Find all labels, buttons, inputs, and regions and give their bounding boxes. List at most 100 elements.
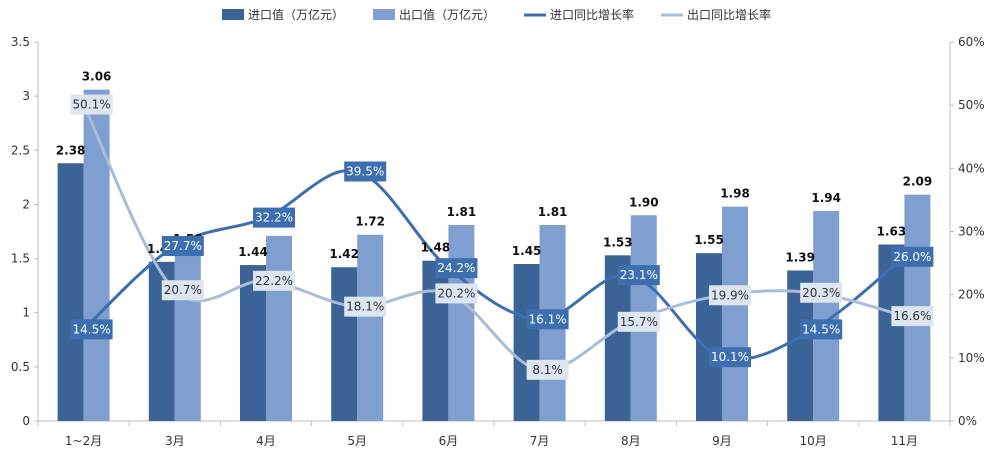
label-box — [800, 319, 843, 340]
bar-value-label: 1.63 — [877, 224, 907, 238]
bar-value-label: 1.48 — [421, 241, 451, 255]
import-growth-label: 10.1% — [709, 347, 751, 368]
x-tick-label: 6月 — [439, 434, 459, 448]
bar-value-label: 1.81 — [538, 205, 568, 219]
bar-value-label: 1.98 — [720, 187, 750, 201]
label-box — [709, 285, 751, 306]
x-tick-label: 4月 — [256, 434, 276, 448]
export-growth-label: 20.3% — [800, 282, 843, 303]
legend-item: 出口同比增长率 — [661, 7, 771, 22]
import-growth-label: 16.1% — [526, 309, 569, 330]
label-box — [253, 270, 295, 291]
bar-import — [240, 265, 266, 421]
label-text: 8.1% — [532, 363, 563, 377]
label-text: 16.6% — [893, 309, 931, 323]
lines — [82, 103, 906, 372]
label-text: 22.2% — [255, 274, 293, 288]
legend-label: 出口同比增长率 — [687, 7, 771, 22]
label-box — [344, 161, 387, 182]
bar-export — [357, 234, 384, 421]
x-tick-label: 8月 — [621, 434, 641, 448]
label-box — [161, 236, 204, 257]
label-box — [435, 283, 478, 304]
export-growth-label: 20.7% — [161, 280, 204, 301]
label-box — [891, 246, 934, 267]
axes: 0 0.5 1 1.5 2 2.5 3 3.5 0% 10% 20% 30% 40% 50% 60% 1~2月… — [11, 35, 985, 448]
label-text: 50.1% — [73, 98, 111, 112]
bar-value-label: 1.72 — [355, 215, 385, 229]
label-text: 10.1% — [711, 350, 749, 364]
label-box — [344, 296, 387, 317]
right-tick-label: 10% — [958, 351, 985, 365]
x-tick-label: 5月 — [347, 434, 367, 448]
x-tick-label: 11月 — [891, 434, 918, 448]
export-growth-label: 8.1% — [526, 359, 569, 380]
right-tick-label: 0% — [958, 414, 977, 428]
label-text: 24.2% — [437, 261, 475, 275]
export-growth-line — [82, 103, 905, 372]
label-box — [70, 319, 113, 340]
export-growth-label: 18.1% — [344, 296, 387, 317]
label-text: 18.1% — [346, 300, 384, 314]
legend-swatch — [222, 9, 244, 20]
label-box — [70, 94, 113, 115]
import-growth-label: 39.5% — [344, 161, 387, 182]
bar-export — [174, 252, 201, 421]
label-box — [526, 359, 569, 380]
x-tick-label: 9月 — [712, 434, 732, 448]
import-growth-label: 27.7% — [161, 236, 204, 257]
legend-item: 进口同比增长率 — [524, 7, 634, 22]
bar-import — [513, 263, 540, 421]
legend-label: 出口值（万亿元） — [399, 7, 495, 22]
label-text: 26.0% — [893, 250, 931, 264]
x-tick-label: 3月 — [165, 434, 185, 448]
bar-import — [57, 163, 84, 421]
right-tick-label: 30% — [958, 225, 985, 239]
x-tick-label: 1~2月 — [65, 434, 102, 448]
bar-export — [83, 89, 110, 421]
legend-label: 进口值（万亿元） — [248, 7, 344, 22]
left-tick-label: 1.5 — [11, 252, 30, 266]
label-box — [800, 282, 843, 303]
legend-swatch — [373, 9, 395, 20]
bar-value-label: 1.39 — [785, 250, 815, 264]
legend: 进口值（万亿元） 出口值（万亿元） 进口同比增长率 出口同比增长率 — [222, 7, 771, 22]
import-growth-label: 14.5% — [800, 319, 843, 340]
bar-value-label: 1.45 — [512, 244, 542, 258]
export-growth-label: 22.2% — [253, 270, 295, 291]
bar-value-label: 1.42 — [329, 247, 359, 261]
label-text: 39.5% — [346, 164, 384, 178]
legend-label: 进口同比增长率 — [550, 7, 634, 22]
label-text: 20.7% — [164, 283, 202, 297]
bar-import — [878, 244, 905, 421]
legend-item: 出口值（万亿元） — [373, 7, 495, 22]
legend-item: 进口值（万亿元） — [222, 7, 344, 22]
bar-value-label: 1.90 — [629, 195, 659, 209]
label-text: 14.5% — [73, 322, 111, 336]
export-growth-label: 20.2% — [435, 283, 478, 304]
label-text: 27.7% — [164, 239, 202, 253]
export-growth-label: 16.6% — [891, 306, 934, 327]
label-text: 15.7% — [620, 315, 658, 329]
x-tick-label: 7月 — [530, 434, 550, 448]
bar-export — [266, 235, 292, 421]
import-growth-label: 14.5% — [70, 319, 113, 340]
x-tick-label: 10月 — [800, 434, 827, 448]
label-text: 23.1% — [620, 268, 658, 282]
label-box — [161, 280, 204, 301]
left-tick-label: 2.5 — [11, 143, 30, 157]
label-text: 32.2% — [255, 211, 293, 225]
import-growth-label: 23.1% — [617, 265, 660, 286]
left-tick-label: 3 — [22, 89, 30, 103]
label-box — [709, 347, 751, 368]
label-text: 14.5% — [802, 322, 840, 336]
export-growth-label: 15.7% — [617, 311, 660, 332]
bar-import — [696, 253, 722, 421]
right-tick-label: 20% — [958, 288, 985, 302]
bar-value-label: 1.55 — [694, 233, 724, 247]
label-box — [253, 207, 295, 228]
label-text: 16.1% — [529, 312, 567, 326]
bar-export — [722, 206, 748, 421]
left-tick-label: 0 — [22, 414, 30, 428]
import-growth-label: 26.0% — [891, 246, 934, 267]
